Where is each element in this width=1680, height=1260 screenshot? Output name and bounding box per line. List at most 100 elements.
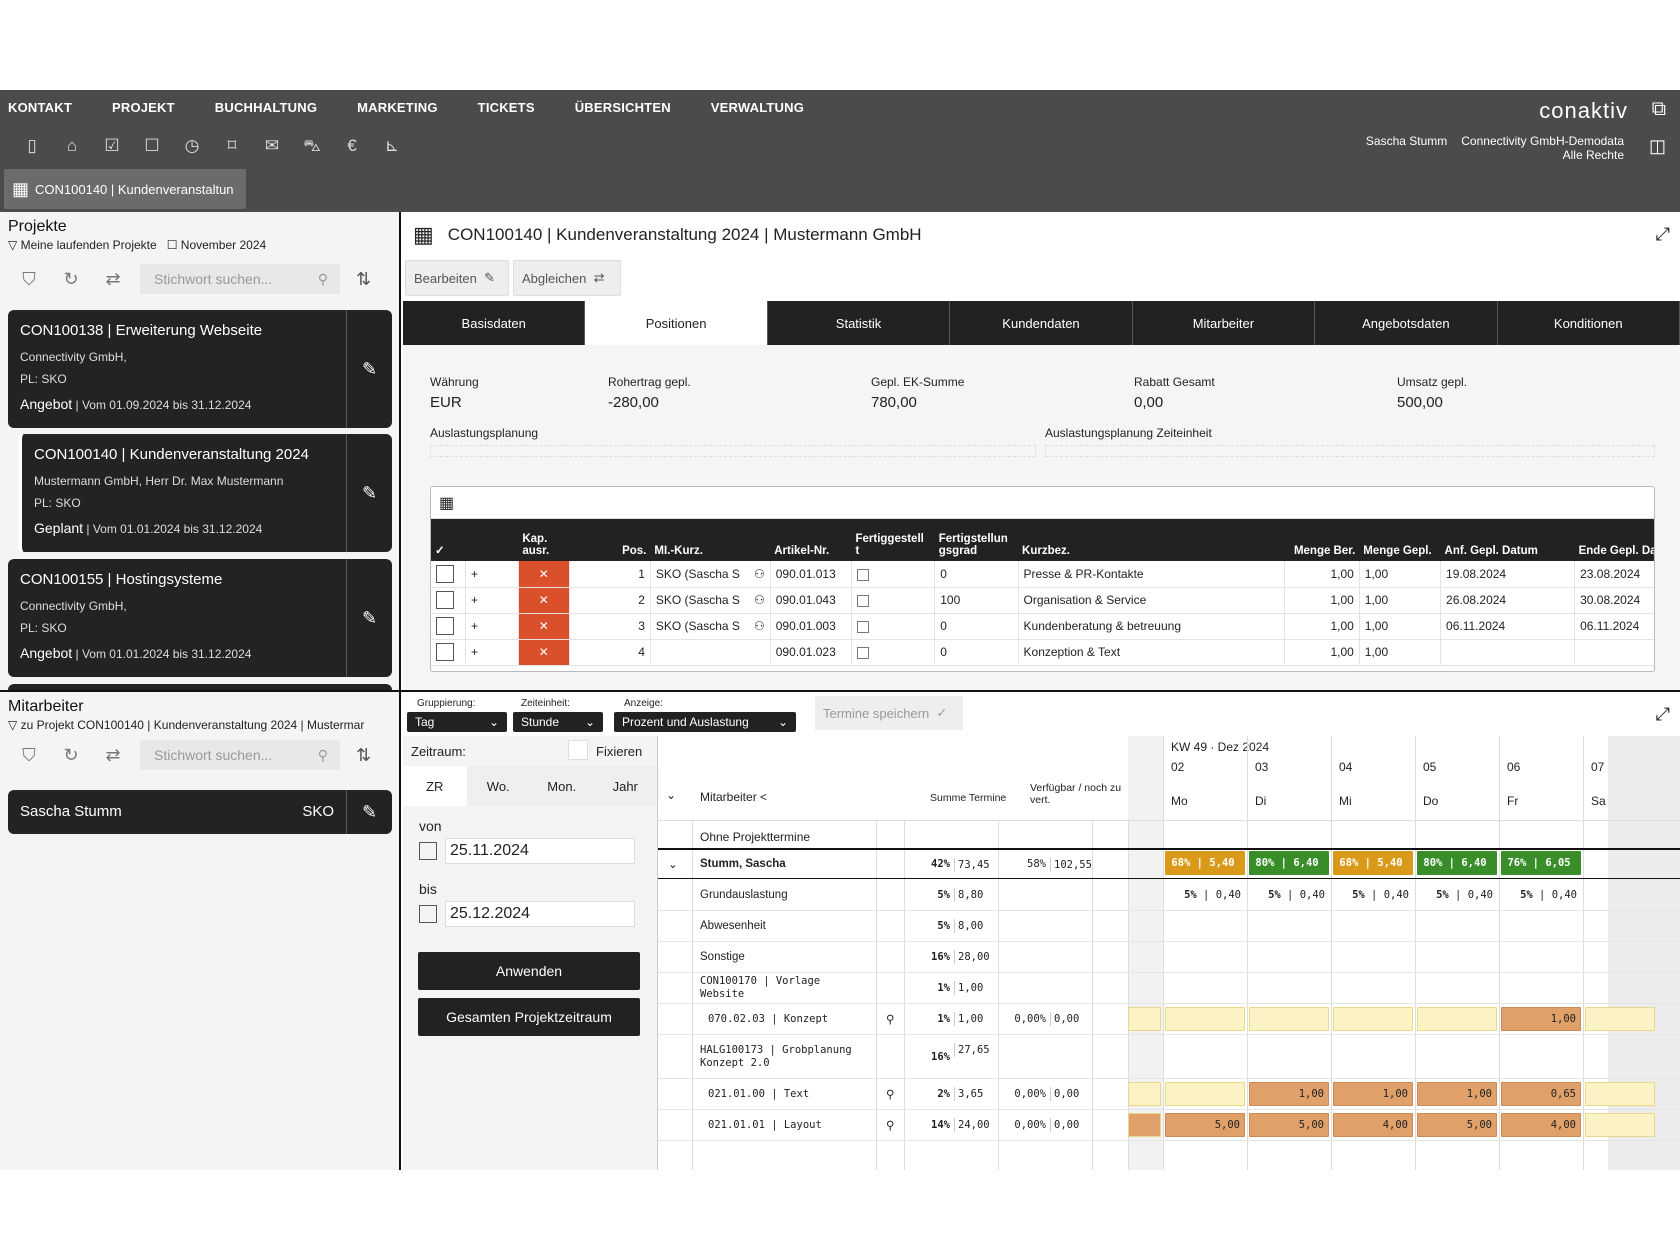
table-row[interactable]: + ✕ 3 SKO (Sascha S ⚇ 090.01.003 0 Kundenberatu… [431, 613, 1654, 640]
sort-icon[interactable]: ⇅ [356, 268, 372, 289]
projects-search-input[interactable]: Stichwort suchen... ⚲ [140, 264, 340, 294]
load-cell[interactable] [1128, 1113, 1161, 1137]
display-select[interactable]: Prozent und Auslastung ⌄ [614, 712, 796, 732]
calendar-icon[interactable]: ☐ [144, 136, 160, 155]
load-cell[interactable] [1165, 1007, 1245, 1031]
tab-konditionen[interactable]: Konditionen [1498, 301, 1680, 345]
pin-icon[interactable]: ⚲ [886, 1089, 895, 1101]
tab-zr[interactable]: ZR [403, 766, 467, 806]
col-mi[interactable]: MI.-Kurz. [650, 519, 771, 561]
mail-icon[interactable]: ✉ [264, 136, 280, 155]
cell-fertig[interactable] [851, 561, 936, 588]
planning-row[interactable]: 021.01.01 | Layout ⚲ 14% 24,00 0,00% 0,00 [658, 1110, 1680, 1141]
tab-woche[interactable]: Wo. [466, 766, 530, 806]
col-menge-ber[interactable]: Menge Ber. [1284, 519, 1360, 561]
row-checkbox[interactable] [431, 587, 467, 614]
swap-icon[interactable]: ⇄ [105, 744, 121, 765]
expand-plus-icon[interactable]: + [465, 639, 519, 666]
tab-kundendaten[interactable]: Kundendaten [950, 301, 1133, 345]
tab-jahr[interactable]: Jahr [593, 766, 657, 806]
staff-filter[interactable]: zu Projekt CON100140 | Kundenveranstaltu… [20, 718, 365, 732]
load-cell[interactable]: 1,00 [1501, 1007, 1581, 1031]
projects-month[interactable]: November 2024 [180, 238, 267, 252]
project-card-selected[interactable]: CON100140 | Kundenveranstaltung 2024 Mus… [18, 434, 392, 552]
col-summe[interactable]: Summe Termine [930, 792, 1007, 804]
pin-icon[interactable]: ⚲ [886, 1014, 895, 1026]
load-cell[interactable]: 5,00 [1165, 1113, 1245, 1137]
menu-tickets[interactable]: TICKETS [477, 100, 535, 115]
person-icon[interactable]: ⚇ [753, 619, 765, 633]
projects-filter[interactable]: Meine laufenden Projekte [20, 238, 157, 252]
staff-card[interactable]: Sascha Stumm SKO ✎ [8, 790, 392, 834]
staff-search-input[interactable]: Stichwort suchen... ⚲ [140, 740, 340, 770]
expand-plus-icon[interactable]: + [465, 561, 519, 588]
load-cell[interactable] [1585, 1082, 1655, 1106]
col-kurzbez[interactable]: Kurzbez. [1018, 519, 1285, 561]
new-window-icon[interactable]: ⧉ [1651, 98, 1666, 120]
timer-icon[interactable]: ◷ [184, 136, 200, 155]
expand-plus-icon[interactable]: + [465, 587, 519, 614]
timeunit-select[interactable]: Stunde ⌄ [513, 712, 603, 732]
sync-button[interactable]: Abgleichen ⇄ [513, 260, 621, 296]
save-appointments-button[interactable]: Termine speichern ✓ [815, 696, 963, 730]
apply-button[interactable]: Anwenden [418, 952, 640, 990]
project-card[interactable]: CON100155 | Hostingsysteme Connectivity … [8, 559, 392, 677]
load-cell[interactable] [1585, 1113, 1655, 1137]
load-cell[interactable] [1128, 1082, 1161, 1106]
fix-checkbox[interactable] [568, 740, 588, 760]
calendar-icon[interactable] [419, 905, 437, 923]
load-cell[interactable] [1165, 1082, 1245, 1106]
load-cell[interactable] [1417, 1007, 1497, 1031]
load-cell[interactable]: 4,00 [1501, 1113, 1581, 1137]
horizontal-divider[interactable] [0, 690, 1680, 692]
collapse-all-icon[interactable]: ⌄ [666, 788, 677, 802]
planning-row[interactable]: CON100170 | Vorlage Website 1% 1,00 [658, 973, 1680, 1004]
tab-positionen[interactable]: Positionen [585, 301, 768, 345]
row-checkbox[interactable] [431, 639, 467, 666]
load-cell[interactable] [1249, 1007, 1329, 1031]
car-icon[interactable]: ⛍ [303, 136, 321, 155]
menu-buchhaltung[interactable]: BUCHHALTUNG [214, 100, 318, 115]
expand-plus-icon[interactable]: + [465, 613, 519, 640]
edit-pencil-icon[interactable]: ✎ [346, 790, 392, 834]
cell-fertig[interactable] [851, 613, 936, 640]
refresh-icon[interactable]: ↻ [63, 268, 79, 289]
grouping-select[interactable]: Tag ⌄ [407, 712, 507, 732]
cell-fertig[interactable] [851, 587, 936, 614]
cell-mi[interactable] [650, 639, 771, 666]
load-cell[interactable]: 5,00 [1249, 1113, 1329, 1137]
menu-marketing[interactable]: MARKETING [357, 100, 438, 115]
home-icon[interactable]: ⌂ [66, 136, 78, 155]
auslastung-ze-field[interactable] [1045, 445, 1655, 457]
menu-kontakt[interactable]: KONTAKT [8, 100, 72, 115]
person-icon[interactable]: ⚇ [753, 593, 765, 607]
kap-close-icon[interactable]: ✕ [518, 587, 570, 614]
filter-icon[interactable]: ⛉ [22, 268, 36, 289]
load-cell[interactable]: 1,00 [1249, 1082, 1329, 1106]
col-artikel[interactable]: Artikel-Nr. [770, 519, 852, 561]
open-tab[interactable]: ▦ CON100140 | Kundenveranstaltun [4, 169, 246, 209]
kap-close-icon[interactable]: ✕ [518, 561, 570, 588]
cell-mi[interactable]: SKO (Sascha S ⚇ [650, 587, 771, 614]
cell-mi[interactable]: SKO (Sascha S ⚇ [650, 613, 771, 640]
load-cell[interactable]: 4,00 [1333, 1113, 1413, 1137]
load-cell[interactable] [1128, 1007, 1161, 1031]
edit-button[interactable]: Bearbeiten ✎ [405, 260, 509, 296]
utilization-badge[interactable]: 80% | 6,40 [1249, 851, 1329, 875]
row-checkbox[interactable] [431, 613, 467, 640]
calendar-icon[interactable] [419, 842, 437, 860]
collapse-icon[interactable]: ⌄ [668, 859, 678, 871]
chart-icon[interactable]: ⊾ [384, 136, 400, 155]
planning-row[interactable]: Abwesenheit 5% 8,00 [658, 911, 1680, 942]
planning-row[interactable]: ⌄ Stumm, Sascha 42% 73,45 58% 102,55 [658, 848, 1680, 879]
person-icon[interactable]: ⚇ [753, 566, 765, 581]
col-kap[interactable]: Kap. ausr. [518, 519, 570, 561]
planning-row[interactable]: 070.02.03 | Konzept ⚲ 1% 1,00 0,00% 0,00 [658, 1004, 1680, 1035]
edit-pencil-icon[interactable]: ✎ [346, 310, 392, 428]
right-panel-icon[interactable]: ◫ [1648, 136, 1666, 156]
sidebar-toggle-icon[interactable]: ▯ [27, 136, 37, 155]
project-card-partial[interactable] [8, 684, 392, 692]
tab-mitarbeiter[interactable]: Mitarbeiter [1133, 301, 1316, 345]
refresh-icon[interactable]: ↻ [63, 744, 79, 765]
load-cell[interactable]: 5,00 [1417, 1113, 1497, 1137]
